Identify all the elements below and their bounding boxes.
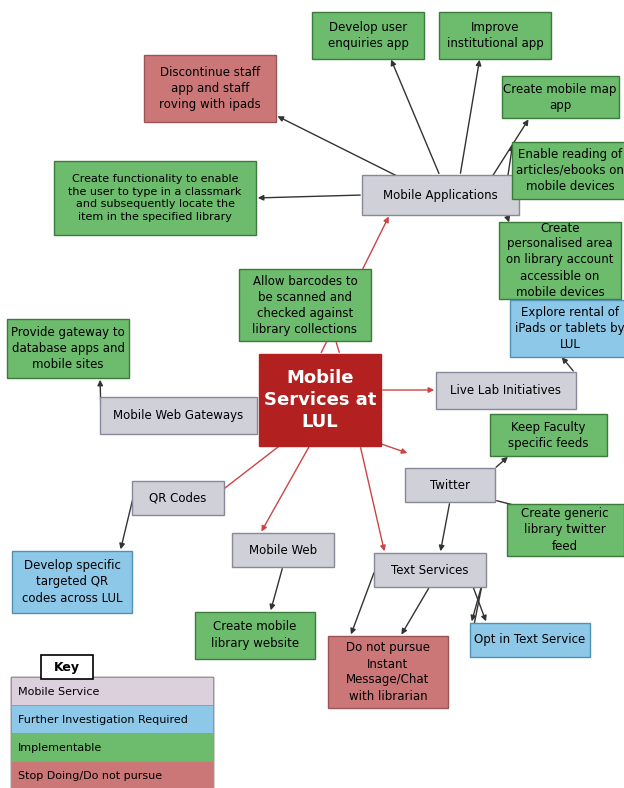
Text: Twitter: Twitter bbox=[430, 478, 470, 492]
Text: Mobile Web: Mobile Web bbox=[249, 544, 317, 556]
FancyBboxPatch shape bbox=[489, 414, 607, 456]
FancyBboxPatch shape bbox=[507, 504, 623, 556]
Text: Discontinue staff
app and staff
roving with ipads: Discontinue staff app and staff roving w… bbox=[159, 65, 261, 110]
FancyBboxPatch shape bbox=[470, 623, 590, 657]
Text: Improve
institutional app: Improve institutional app bbox=[447, 20, 544, 50]
Text: Create functionality to enable
the user to type in a classmark
and subsequently : Create functionality to enable the user … bbox=[68, 174, 241, 221]
FancyBboxPatch shape bbox=[11, 761, 213, 788]
Text: Keep Faculty
specific feeds: Keep Faculty specific feeds bbox=[508, 421, 588, 449]
FancyBboxPatch shape bbox=[11, 677, 213, 788]
Text: Implementable: Implementable bbox=[18, 743, 102, 753]
Text: Mobile
Services at
LUL: Mobile Services at LUL bbox=[264, 369, 376, 431]
Text: Key: Key bbox=[54, 660, 80, 674]
Text: QR Codes: QR Codes bbox=[149, 492, 207, 504]
Text: Mobile Web Gateways: Mobile Web Gateways bbox=[113, 408, 243, 422]
Text: Create mobile map
app: Create mobile map app bbox=[504, 83, 617, 111]
Text: Explore rental of
iPads or tablets by
LUL: Explore rental of iPads or tablets by LU… bbox=[515, 306, 624, 351]
FancyBboxPatch shape bbox=[41, 655, 93, 679]
FancyBboxPatch shape bbox=[232, 533, 334, 567]
FancyBboxPatch shape bbox=[312, 12, 424, 58]
FancyBboxPatch shape bbox=[405, 468, 495, 502]
Text: Provide gateway to
database apps and
mobile sites: Provide gateway to database apps and mob… bbox=[11, 325, 125, 370]
FancyBboxPatch shape bbox=[439, 12, 551, 58]
FancyBboxPatch shape bbox=[11, 733, 213, 763]
FancyBboxPatch shape bbox=[510, 299, 624, 356]
Text: Live Lab Initiatives: Live Lab Initiatives bbox=[451, 384, 562, 396]
FancyBboxPatch shape bbox=[7, 318, 129, 377]
FancyBboxPatch shape bbox=[144, 54, 276, 121]
FancyBboxPatch shape bbox=[436, 371, 576, 408]
Text: Allow barcodes to
be scanned and
checked against
library collections: Allow barcodes to be scanned and checked… bbox=[253, 274, 358, 336]
Text: Further Investigation Required: Further Investigation Required bbox=[18, 715, 188, 725]
Text: Enable reading of
articles/ebooks on
mobile devices: Enable reading of articles/ebooks on mob… bbox=[516, 147, 624, 192]
FancyBboxPatch shape bbox=[99, 396, 256, 433]
FancyBboxPatch shape bbox=[12, 551, 132, 613]
Text: Create generic
library twitter
feed: Create generic library twitter feed bbox=[521, 507, 609, 552]
FancyBboxPatch shape bbox=[328, 636, 448, 708]
Text: Text Services: Text Services bbox=[391, 563, 469, 577]
Text: Opt in Text Service: Opt in Text Service bbox=[474, 634, 586, 646]
FancyBboxPatch shape bbox=[502, 76, 618, 118]
Text: Do not pursue
Instant
Message/Chat
with librarian: Do not pursue Instant Message/Chat with … bbox=[346, 641, 430, 702]
FancyBboxPatch shape bbox=[361, 175, 519, 215]
FancyBboxPatch shape bbox=[54, 161, 256, 235]
FancyBboxPatch shape bbox=[11, 677, 213, 707]
FancyBboxPatch shape bbox=[259, 354, 381, 446]
FancyBboxPatch shape bbox=[499, 221, 621, 299]
FancyBboxPatch shape bbox=[374, 553, 486, 587]
Text: Create mobile
library website: Create mobile library website bbox=[211, 620, 299, 649]
FancyBboxPatch shape bbox=[239, 269, 371, 341]
Text: Stop Doing/Do not pursue: Stop Doing/Do not pursue bbox=[18, 771, 162, 781]
Text: Develop user
enquiries app: Develop user enquiries app bbox=[328, 20, 409, 50]
FancyBboxPatch shape bbox=[512, 142, 624, 199]
FancyBboxPatch shape bbox=[11, 705, 213, 735]
Text: Mobile Applications: Mobile Applications bbox=[383, 188, 497, 202]
Text: Mobile Service: Mobile Service bbox=[18, 687, 99, 697]
Text: Create
personalised area
on library account
accessible on
mobile devices: Create personalised area on library acco… bbox=[506, 221, 614, 299]
FancyBboxPatch shape bbox=[132, 481, 224, 515]
Text: Develop specific
targeted QR
codes across LUL: Develop specific targeted QR codes acros… bbox=[22, 559, 122, 604]
FancyBboxPatch shape bbox=[195, 611, 315, 659]
